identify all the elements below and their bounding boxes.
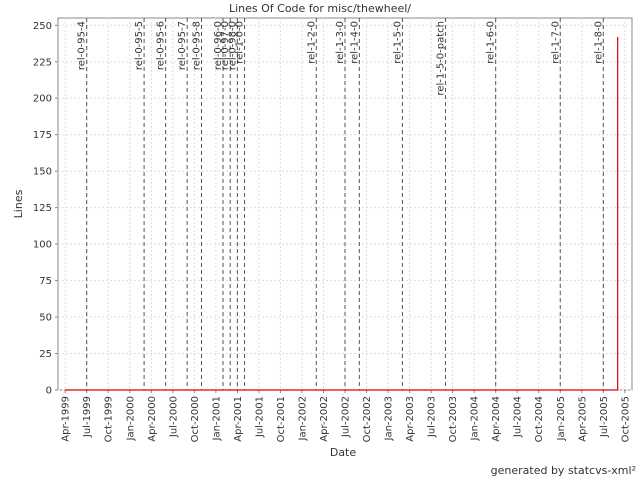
x-tick-label: Oct-2002 [362, 396, 373, 442]
tag-label: rel-1-5-0-patch [435, 21, 446, 96]
tag-label: rel-1-0-0 [235, 21, 246, 64]
tag-label: rel-0-95-6 [156, 21, 167, 70]
x-tick-label: Oct-2004 [534, 396, 545, 442]
x-tick-label: Jul-2005 [599, 396, 610, 438]
x-tick-label: Apr-2005 [577, 396, 588, 442]
x-tick-label: Oct-2005 [620, 396, 631, 442]
y-tick-label: 50 [39, 313, 52, 324]
tag-label: rel-0-97-0 [220, 21, 231, 70]
x-tick-label: Jul-2002 [341, 396, 352, 438]
x-tick-label: Jan-2003 [384, 396, 395, 441]
x-tick-label: Jan-2001 [211, 396, 222, 441]
footer: generated by statcvs-xml² [491, 464, 636, 477]
y-tick-label: 100 [33, 240, 52, 251]
y-tick-label: 75 [39, 276, 52, 287]
tag-label: rel-1-8-0 [593, 21, 604, 64]
tag-label: rel-1-4-0 [349, 21, 360, 64]
x-tick-label: Oct-2003 [448, 396, 459, 442]
tag-label: rel-0-98-0 [227, 21, 238, 70]
y-tick-label: 175 [33, 130, 52, 141]
x-tick-label: Apr-2000 [147, 396, 158, 442]
tag-label: rel-0-95-5 [134, 21, 145, 70]
x-tick-label: Jan-2004 [470, 396, 481, 441]
tag-label: rel-1-6-0 [486, 21, 497, 64]
tag-label: rel-1-2-0 [306, 21, 317, 64]
y-tick-label: 150 [33, 167, 52, 178]
x-tick-label: Apr-1999 [61, 396, 72, 442]
x-tick-label: Apr-2004 [491, 396, 502, 442]
y-tick-label: 25 [39, 349, 52, 360]
x-tick-label: Jul-2003 [427, 396, 438, 438]
x-tick-label: Apr-2001 [233, 396, 244, 442]
x-tick-label: Oct-2001 [276, 396, 287, 442]
x-tick-label: Jul-2001 [254, 396, 265, 438]
y-tick-label: 0 [46, 386, 52, 397]
tag-label: rel-0-95-4 [77, 21, 88, 70]
x-tick-label: Jul-2000 [168, 396, 179, 438]
y-tick-label: 250 [33, 21, 52, 32]
x-tick-label: Jul-1999 [82, 396, 93, 438]
x-tick-label: Jan-2000 [125, 396, 136, 441]
x-tick-label: Apr-2002 [319, 396, 330, 442]
x-tick-label: Jul-2004 [513, 396, 524, 438]
data-line [65, 36, 619, 391]
tag-label: rel-0-95-8 [192, 21, 203, 70]
x-axis-label: Date [330, 446, 357, 459]
y-tick-label: 125 [33, 203, 52, 214]
x-tick-label: Jan-2002 [297, 396, 308, 441]
chart-title: Lines Of Code for misc/thewheel/ [229, 2, 411, 15]
tag-label: rel-0-95-7 [177, 21, 188, 70]
y-tick-label: 225 [33, 57, 52, 68]
tag-label: rel-1-5-0 [392, 21, 403, 64]
y-axis-label: Lines [12, 189, 25, 218]
y-tick-label: 200 [33, 94, 52, 105]
x-tick-label: Oct-1999 [104, 396, 115, 442]
x-tick-label: Apr-2003 [405, 396, 416, 442]
tag-label: rel-1-3-0 [335, 21, 346, 64]
tag-label: rel-1-7-0 [550, 21, 561, 64]
x-tick-label: Jan-2005 [556, 396, 567, 441]
x-tick-label: Oct-2000 [190, 396, 201, 442]
tag-label: rel-0-96-0 [213, 21, 224, 70]
